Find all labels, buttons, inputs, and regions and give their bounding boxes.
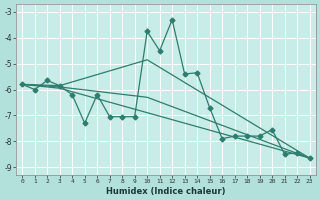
X-axis label: Humidex (Indice chaleur): Humidex (Indice chaleur): [106, 187, 226, 196]
